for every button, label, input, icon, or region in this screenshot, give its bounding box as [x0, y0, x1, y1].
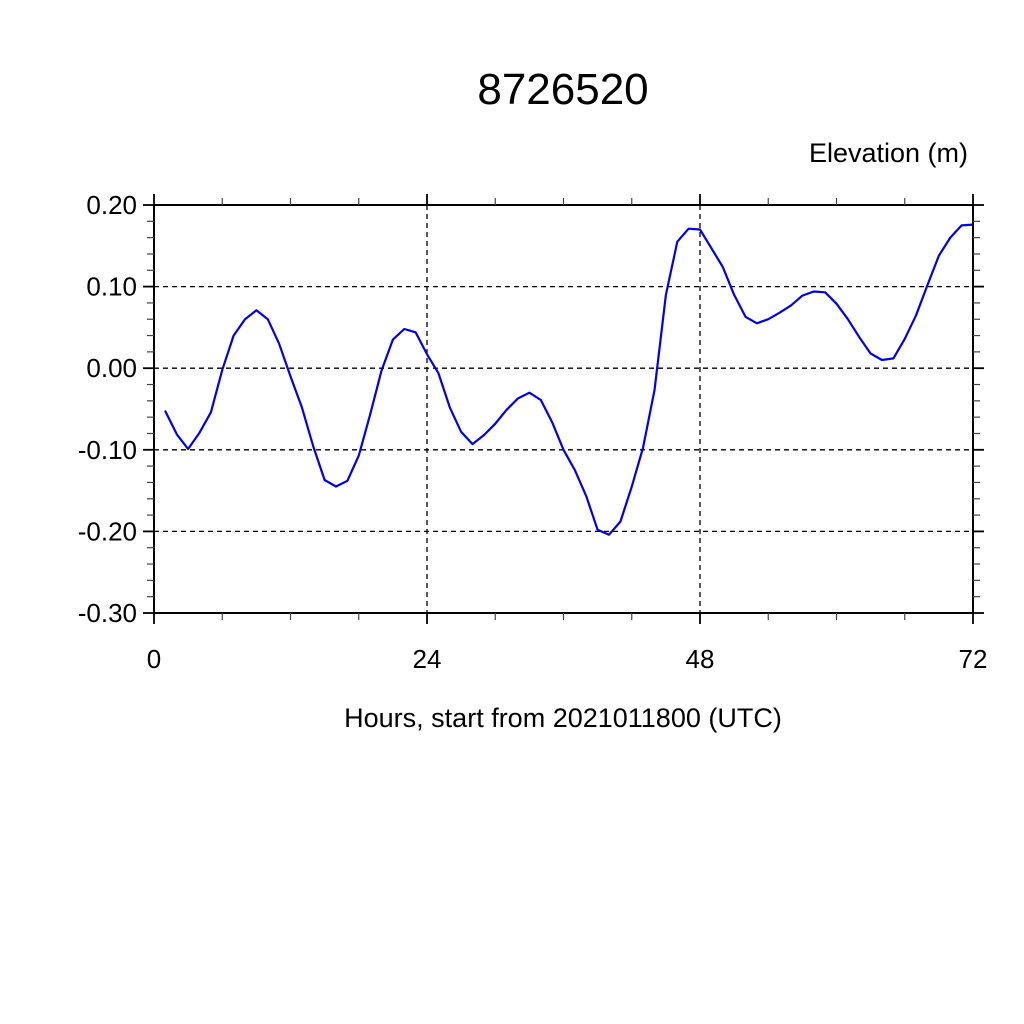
y-tick-label: 0.20 [86, 190, 137, 220]
x-axis-label: Hours, start from 2021011800 (UTC) [344, 703, 782, 733]
y-tick-label: 0.10 [86, 272, 137, 302]
y-axis-units-label: Elevation (m) [809, 138, 968, 168]
frame-rect [153, 204, 974, 614]
y-tick-label: -0.10 [78, 435, 137, 465]
plot-frame [153, 204, 974, 614]
elevation-line [164, 223, 975, 536]
x-tick-label: 24 [413, 644, 442, 674]
x-tick-label: 72 [959, 644, 988, 674]
x-tick-label: 0 [147, 644, 161, 674]
gridlines [154, 204, 973, 614]
y-tick-label: -0.20 [78, 516, 137, 546]
y-tick-label: -0.30 [78, 598, 137, 628]
x-tick-label: 48 [686, 644, 715, 674]
chart-title: 8726520 [477, 65, 648, 114]
axis-ticks [143, 194, 984, 624]
axis-tick-labels: 0.20 0.10 0.00 -0.10 -0.20 -0.30 0 24 48 72 [78, 190, 988, 674]
y-tick-label: 0.00 [86, 353, 137, 383]
data-series [164, 223, 975, 536]
